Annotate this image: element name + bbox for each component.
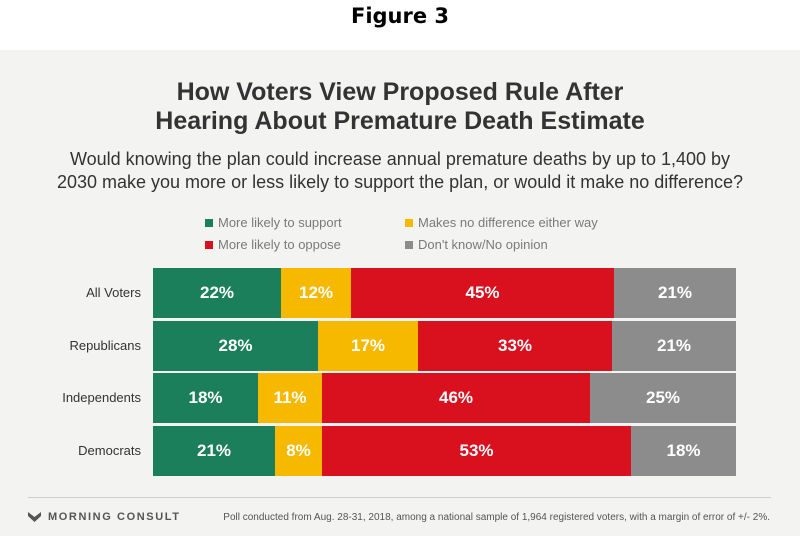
data-label-independents-support: 18% — [188, 388, 223, 408]
legend-item-no-difference: Makes no difference either way — [405, 215, 598, 230]
data-label-democrats-no-difference: 8% — [286, 441, 311, 461]
category-label-democrats: Democrats — [78, 443, 141, 459]
bar-republicans-oppose: 33% — [418, 320, 612, 371]
chart-title: How Voters View Proposed Rule After Hear… — [0, 78, 800, 136]
chart-title-line-1: How Voters View Proposed Rule After — [176, 78, 624, 106]
bar-democrats-no-difference: 8% — [275, 426, 322, 477]
data-label-democrats-oppose: 53% — [459, 441, 494, 461]
bar-all-voters-dont-know: 21% — [614, 268, 736, 318]
data-label-republicans-oppose: 33% — [497, 335, 533, 355]
data-label-democrats-dont-know: 18% — [666, 441, 701, 461]
data-label-republicans-support: 28% — [218, 335, 253, 355]
bar-independents-dont-know: 25% — [590, 373, 736, 424]
bar-democrats-dont-know: 18% — [631, 426, 736, 477]
legend-swatch-support — [205, 218, 213, 227]
bar-democrats-support: 21% — [153, 426, 275, 477]
bar-all-voters-no-difference: 12% — [281, 268, 351, 318]
chart-subtitle: Would knowing the plan could increase an… — [0, 148, 800, 194]
legend-label-oppose: More likely to oppose — [218, 237, 341, 252]
bar-all-voters-support: 22% — [153, 268, 281, 318]
data-label-all-voters-support: 22% — [199, 283, 235, 302]
bar-independents-support: 18% — [153, 373, 258, 424]
morning-consult-logo-icon — [28, 512, 41, 522]
footnote: Poll conducted from Aug. 28-31, 2018, am… — [223, 512, 770, 523]
bar-independents-no-difference: 11% — [258, 373, 322, 424]
data-label-republicans-dont-know: 21% — [656, 335, 692, 355]
legend-label-no-difference: Makes no difference either way — [418, 215, 598, 230]
data-label-all-voters-oppose: 45% — [465, 283, 500, 302]
legend-label-dont-know: Don't know/No opinion — [418, 237, 548, 252]
legend-item-support: More likely to support — [205, 215, 342, 230]
chart-subtitle-line-2: 2030 make you more or less likely to sup… — [56, 172, 744, 192]
legend-swatch-oppose — [205, 240, 213, 249]
category-label-independents: Independents — [62, 390, 141, 406]
legend-label-support: More likely to support — [218, 215, 342, 230]
data-label-all-voters-dont-know: 21% — [657, 283, 693, 302]
legend-swatch-no-difference — [405, 218, 413, 227]
category-label-republicans: Republicans — [69, 337, 141, 353]
data-label-independents-oppose: 46% — [438, 388, 474, 408]
chart-title-line-2: Hearing About Premature Death Estimate — [155, 107, 645, 135]
category-label-all-voters: All Voters — [86, 285, 141, 300]
data-label-all-voters-no-difference: 12% — [298, 283, 334, 302]
data-label-independents-dont-know: 25% — [645, 388, 681, 408]
figure-label: Figure 3 — [350, 4, 450, 28]
bar-republicans-no-difference: 17% — [318, 320, 418, 371]
data-label-republicans-no-difference: 17% — [350, 335, 386, 355]
data-label-democrats-support: 21% — [196, 441, 232, 461]
brand-logo: MORNING CONSULT — [28, 511, 181, 523]
legend-item-dont-know: Don't know/No opinion — [405, 237, 548, 252]
bar-democrats-oppose: 53% — [322, 426, 631, 477]
chart-subtitle-line-1: Would knowing the plan could increase an… — [69, 149, 731, 169]
legend-swatch-dont-know — [405, 240, 413, 249]
bar-independents-oppose: 46% — [322, 373, 590, 424]
data-label-independents-no-difference: 11% — [273, 388, 307, 408]
footer-divider — [28, 497, 771, 498]
legend-item-oppose: More likely to oppose — [205, 237, 341, 252]
bar-all-voters-oppose: 45% — [351, 268, 614, 318]
bar-republicans-dont-know: 21% — [612, 320, 736, 371]
brand-name: MORNING CONSULT — [48, 511, 181, 523]
bar-republicans-support: 28% — [153, 320, 318, 371]
